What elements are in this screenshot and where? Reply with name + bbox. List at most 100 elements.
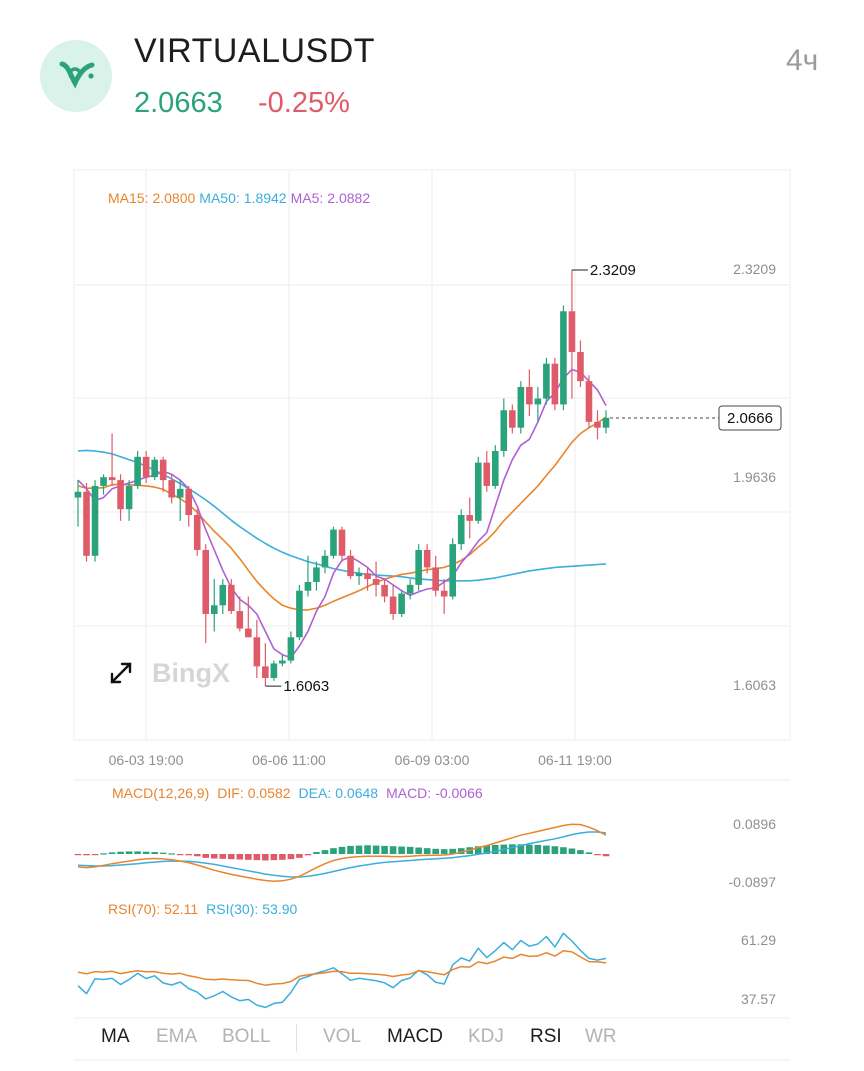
- macd-histogram-bar: [517, 844, 525, 854]
- candle: [517, 381, 525, 434]
- ma5-legend-label: MA5:: [291, 190, 324, 206]
- candle: [279, 654, 286, 667]
- candle: [594, 410, 601, 440]
- high-annotation: 2.3209: [571, 262, 636, 279]
- candle-body: [287, 637, 295, 661]
- macd-histogram-bar: [245, 854, 252, 860]
- macd-histogram-bar: [176, 854, 184, 856]
- macd-histogram-bar: [108, 852, 116, 854]
- macd-histogram-bar: [534, 844, 542, 854]
- candle-body: [423, 549, 431, 568]
- tab-rsi[interactable]: RSI: [530, 1026, 562, 1047]
- candle: [330, 526, 337, 559]
- macd-histogram-bar: [423, 848, 431, 854]
- candle-body: [202, 549, 210, 614]
- macd-histogram-bar: [551, 846, 559, 854]
- last-price-tag: 2.0666: [718, 405, 782, 431]
- tab-boll[interactable]: BOLL: [222, 1026, 271, 1047]
- macd-histogram-bar: [117, 851, 124, 854]
- candle-body: [466, 515, 474, 521]
- macd-histogram-bar: [313, 852, 320, 854]
- candle-body: [168, 480, 175, 498]
- candle: [83, 483, 90, 562]
- candle: [577, 340, 584, 387]
- candle-body: [560, 311, 567, 405]
- candle-body: [134, 456, 141, 486]
- macd-histogram-bar: [287, 854, 295, 860]
- candle: [355, 567, 363, 585]
- macd-value: -0.0066: [435, 785, 483, 801]
- rsi-legend: RSI(70): 52.11 RSI(30): 53.90: [108, 901, 297, 917]
- macd-histogram-bar: [406, 846, 414, 854]
- candle-body: [483, 462, 491, 486]
- expand-arrows-icon[interactable]: [110, 662, 132, 684]
- candle: [168, 474, 175, 504]
- indicator-tabs: MA EMA BOLL VOL MACD KDJ RSI WR: [74, 1018, 790, 1058]
- tab-kdj[interactable]: KDJ: [468, 1026, 504, 1047]
- tab-wr[interactable]: WR: [585, 1026, 617, 1047]
- tab-ema[interactable]: EMA: [156, 1026, 198, 1047]
- macd-histogram-bar: [83, 854, 90, 856]
- candle: [423, 544, 431, 574]
- candle-body: [210, 605, 218, 614]
- macd-histogram-bar: [491, 844, 499, 854]
- candle-body: [355, 573, 363, 577]
- candle: [304, 555, 312, 597]
- tab-vol[interactable]: VOL: [323, 1026, 362, 1047]
- candle: [500, 398, 508, 457]
- candle: [210, 579, 218, 632]
- macd-histogram-bar: [389, 846, 397, 854]
- macd-legend: MACD(12,26,9) DIF: 0.0582 DEA: 0.0648 MACD: -0…: [112, 785, 483, 801]
- dif-label: DIF:: [217, 785, 243, 801]
- dea-label: DEA:: [299, 785, 332, 801]
- rsi30-line: [77, 932, 607, 1009]
- candle: [372, 561, 380, 597]
- candle: [509, 404, 516, 434]
- low-annotation: 1.6063: [265, 678, 329, 695]
- virtual-logo-icon: [40, 40, 112, 112]
- tab-ma[interactable]: MA: [101, 1026, 130, 1047]
- macd-histogram-bar: [227, 854, 235, 860]
- candle: [296, 584, 303, 641]
- candle: [236, 596, 244, 632]
- tab-macd[interactable]: MACD: [387, 1026, 443, 1047]
- macd-histogram-bar: [219, 854, 227, 859]
- macd-histogram-bar: [159, 852, 167, 854]
- candle: [151, 456, 158, 481]
- candle: [585, 375, 593, 428]
- macd-histogram-bar: [509, 844, 516, 854]
- macd-histogram-bar: [210, 854, 218, 859]
- macd-histogram-bar: [330, 848, 337, 854]
- candle-body: [296, 590, 303, 638]
- macd-histogram-bar: [585, 852, 593, 854]
- x-tick-label: 06-11 19:00: [538, 752, 612, 768]
- candle: [406, 579, 414, 600]
- high-price-label: 2.3209: [590, 262, 636, 279]
- dea-line: [77, 831, 607, 878]
- y-tick-label: 2.3209: [733, 261, 776, 277]
- candle: [381, 579, 388, 603]
- macd-histogram-bar: [457, 848, 465, 854]
- symbol-title: VIRTUALUSDT: [134, 32, 376, 70]
- rsi70-label: RSI(70):: [108, 901, 160, 917]
- bingx-watermark: BingX: [152, 658, 230, 688]
- candle: [313, 561, 320, 591]
- macd-histogram-bar: [347, 845, 354, 854]
- candle: [449, 538, 457, 600]
- macd-histogram-bar: [594, 854, 601, 856]
- candle-body: [585, 381, 593, 422]
- x-tick-label: 06-06 11:00: [252, 752, 326, 768]
- candle: [432, 555, 439, 597]
- candle-body: [236, 611, 244, 629]
- macd-histogram-bar: [296, 854, 303, 858]
- interval-selector[interactable]: 4ч: [786, 44, 819, 77]
- macd-histogram-bar: [432, 848, 439, 854]
- candle: [474, 456, 482, 524]
- ma5-legend-value: 2.0882: [327, 190, 370, 206]
- candle: [287, 631, 295, 664]
- macd-histogram-bar: [91, 854, 99, 856]
- candle: [457, 509, 465, 550]
- candle: [534, 386, 542, 422]
- ma50-legend-label: MA50:: [199, 190, 239, 206]
